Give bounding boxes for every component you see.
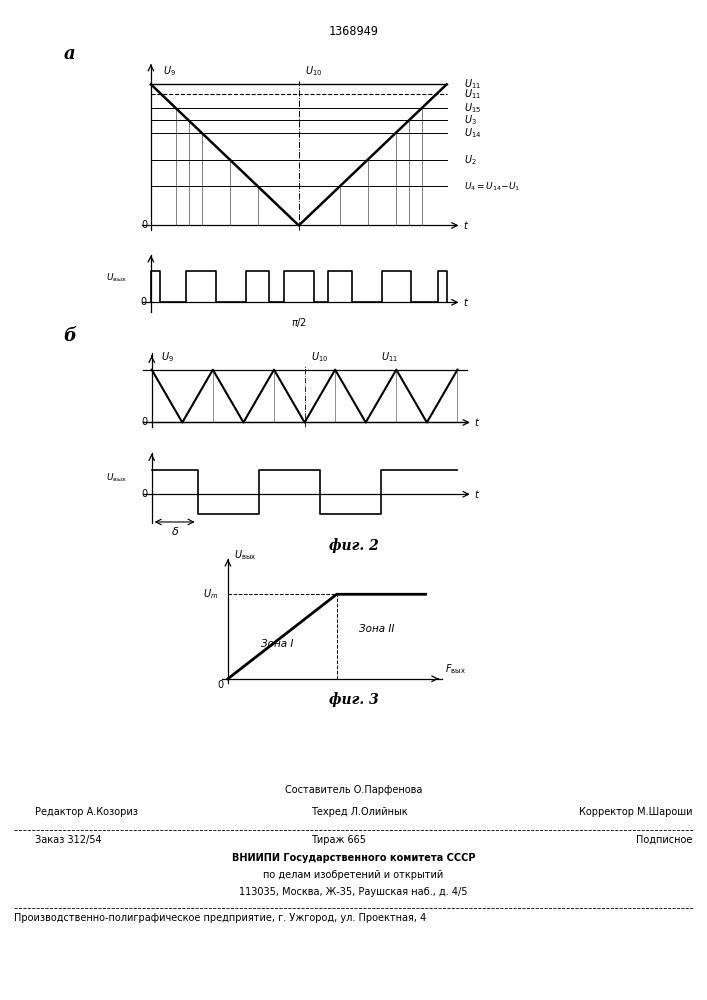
Text: Зона I: Зона I (261, 639, 293, 649)
Text: $U_9$: $U_9$ (161, 351, 174, 364)
Text: $U_{15}$: $U_{15}$ (464, 101, 481, 115)
Text: $t$: $t$ (463, 219, 469, 231)
Text: 0: 0 (141, 489, 147, 499)
Text: а: а (64, 45, 75, 63)
Text: $\pi/2$: $\pi/2$ (291, 316, 307, 329)
Text: Заказ 312/54: Заказ 312/54 (35, 835, 102, 845)
Text: 113035, Москва, Ж-35, Раушская наб., д. 4/5: 113035, Москва, Ж-35, Раушская наб., д. … (239, 887, 468, 897)
Text: $U_{10}$: $U_{10}$ (305, 64, 322, 78)
Text: $U_{11}$: $U_{11}$ (464, 77, 481, 91)
Text: по делам изобретений и открытий: по делам изобретений и открытий (264, 870, 443, 880)
Text: 0: 0 (141, 297, 146, 307)
Text: ВНИИПИ Государственного комитета СССР: ВНИИПИ Государственного комитета СССР (232, 853, 475, 863)
Text: 0: 0 (218, 680, 224, 690)
Text: Техред Л.Олийнык: Техред Л.Олийнык (311, 807, 408, 817)
Text: $U_4{=}U_{14}{-}U_1$: $U_4{=}U_{14}{-}U_1$ (464, 180, 521, 193)
Text: $U_9$: $U_9$ (163, 64, 175, 78)
Text: $t$: $t$ (474, 488, 480, 500)
Text: Зона II: Зона II (358, 624, 394, 634)
Text: Тираж 665: Тираж 665 (311, 835, 366, 845)
Text: $U_m$: $U_m$ (203, 587, 218, 601)
Text: $t$: $t$ (463, 296, 469, 308)
Text: $U_{11}$: $U_{11}$ (464, 87, 481, 101)
Text: 0: 0 (141, 417, 147, 427)
Text: $U_{10}$: $U_{10}$ (310, 351, 328, 364)
Text: Составитель О.Парфенова: Составитель О.Парфенова (285, 785, 422, 795)
Text: $U_{\rm\text{вых}}$: $U_{\rm\text{вых}}$ (107, 471, 127, 484)
Text: $t$: $t$ (474, 416, 480, 428)
Text: $U_{\rm\text{вых}}$: $U_{\rm\text{вых}}$ (107, 271, 127, 284)
Text: фиг. 2: фиг. 2 (329, 538, 378, 553)
Text: Редактор А.Козориз: Редактор А.Козориз (35, 807, 139, 817)
Text: $U_{14}$: $U_{14}$ (464, 126, 482, 140)
Text: $U_{\rm\text{вых}}$: $U_{\rm\text{вых}}$ (234, 548, 256, 562)
Text: $U_2$: $U_2$ (464, 153, 477, 167)
Text: 0: 0 (142, 220, 148, 230)
Text: 1368949: 1368949 (329, 25, 378, 38)
Text: фиг. 3: фиг. 3 (329, 692, 378, 707)
Text: Подписное: Подписное (636, 835, 693, 845)
Text: $\delta$: $\delta$ (170, 525, 179, 537)
Text: Производственно-полиграфическое предприятие, г. Ужгород, ул. Проектная, 4: Производственно-полиграфическое предприя… (14, 913, 426, 923)
Text: $U_{11}$: $U_{11}$ (381, 351, 398, 364)
Text: $F_{\rm\text{вых}}$: $F_{\rm\text{вых}}$ (445, 662, 466, 676)
Text: Корректор М.Шароши: Корректор М.Шароши (579, 807, 693, 817)
Text: б: б (64, 327, 76, 345)
Text: $U_3$: $U_3$ (464, 114, 477, 127)
